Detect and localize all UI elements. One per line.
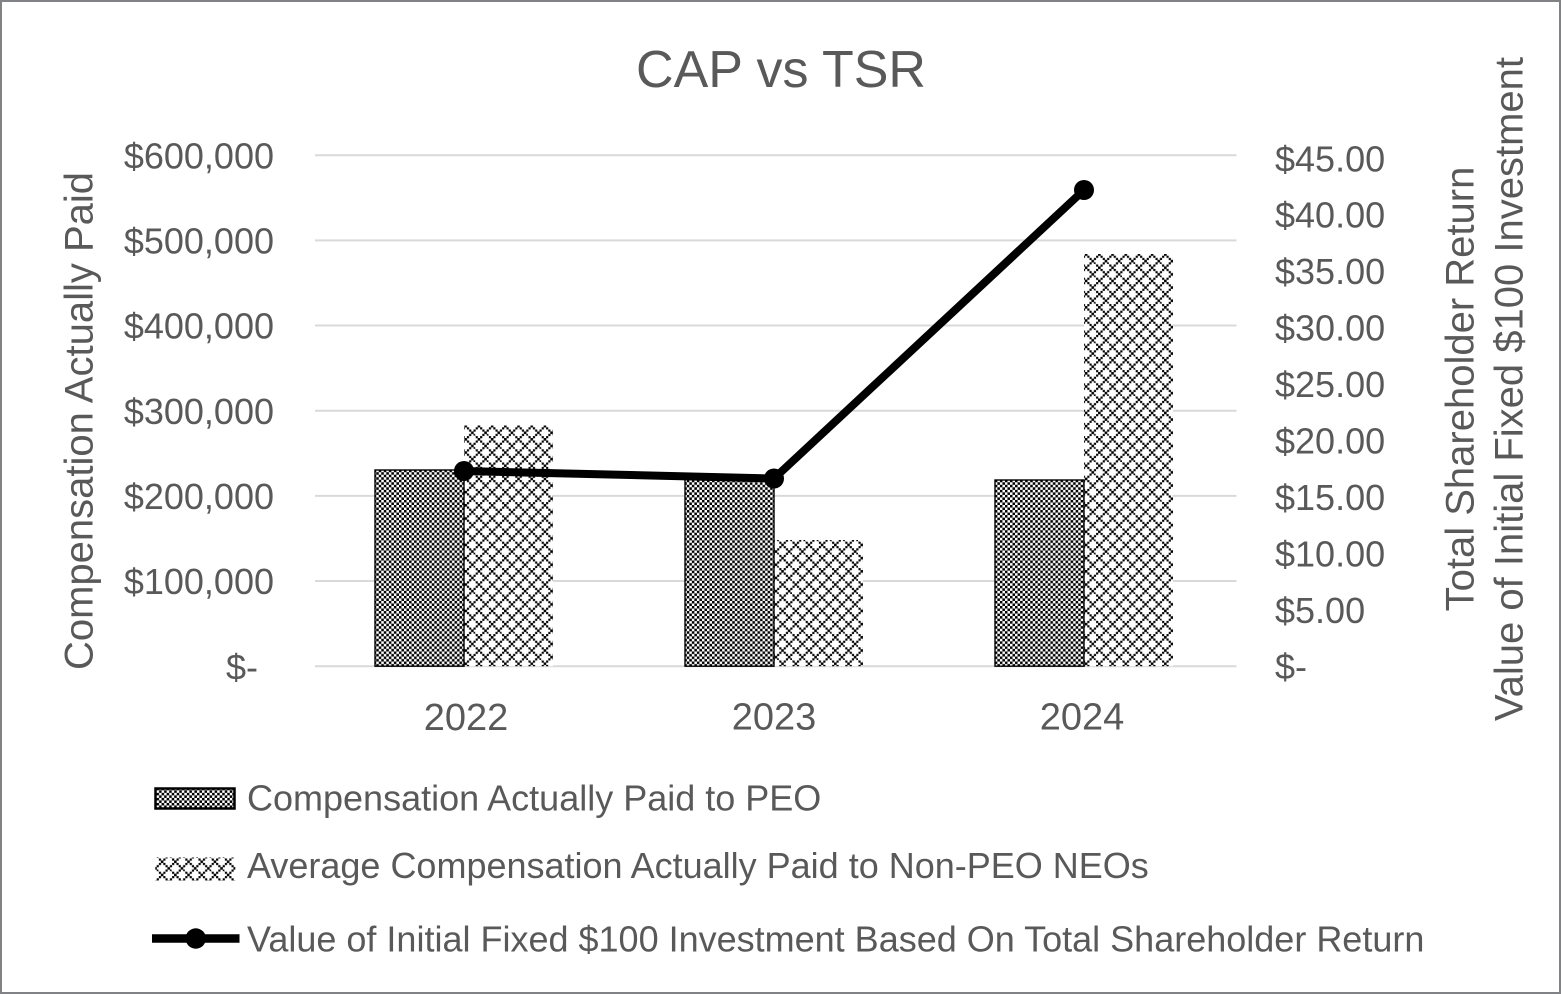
svg-text:$100,000: $100,000 xyxy=(124,561,274,602)
svg-text:$45.00: $45.00 xyxy=(1275,138,1385,179)
svg-text:Value of Initial Fixed $100 In: Value of Initial Fixed $100 Investment xyxy=(1488,57,1532,721)
svg-text:$-: $- xyxy=(226,646,258,687)
svg-text:$25.00: $25.00 xyxy=(1275,364,1385,405)
svg-text:$40.00: $40.00 xyxy=(1275,195,1385,236)
svg-text:2023: 2023 xyxy=(732,697,817,739)
svg-text:Compensation Actually Paid to: Compensation Actually Paid to PEO xyxy=(247,778,821,819)
svg-text:$30.00: $30.00 xyxy=(1275,308,1385,349)
svg-text:2024: 2024 xyxy=(1040,697,1125,739)
svg-text:$15.00: $15.00 xyxy=(1275,477,1385,518)
svg-text:$5.00: $5.00 xyxy=(1275,590,1365,631)
svg-text:$500,000: $500,000 xyxy=(124,221,274,262)
svg-text:$-: $- xyxy=(1275,646,1307,687)
svg-text:CAP vs TSR: CAP vs TSR xyxy=(636,41,926,99)
svg-text:$10.00: $10.00 xyxy=(1275,533,1385,574)
svg-text:$200,000: $200,000 xyxy=(124,476,274,517)
svg-text:Compensation Actually Paid: Compensation Actually Paid xyxy=(58,172,102,670)
svg-text:$35.00: $35.00 xyxy=(1275,251,1385,292)
svg-text:$600,000: $600,000 xyxy=(124,135,274,176)
svg-text:$300,000: $300,000 xyxy=(124,391,274,432)
svg-text:2022: 2022 xyxy=(424,697,509,739)
svg-text:$20.00: $20.00 xyxy=(1275,421,1385,462)
svg-text:Average Compensation Actually: Average Compensation Actually Paid to No… xyxy=(247,845,1149,886)
svg-text:$400,000: $400,000 xyxy=(124,306,274,347)
svg-text:Value of Initial Fixed $100 In: Value of Initial Fixed $100 Investment B… xyxy=(247,919,1424,960)
svg-text:Total Shareholder Return: Total Shareholder Return xyxy=(1439,167,1483,612)
